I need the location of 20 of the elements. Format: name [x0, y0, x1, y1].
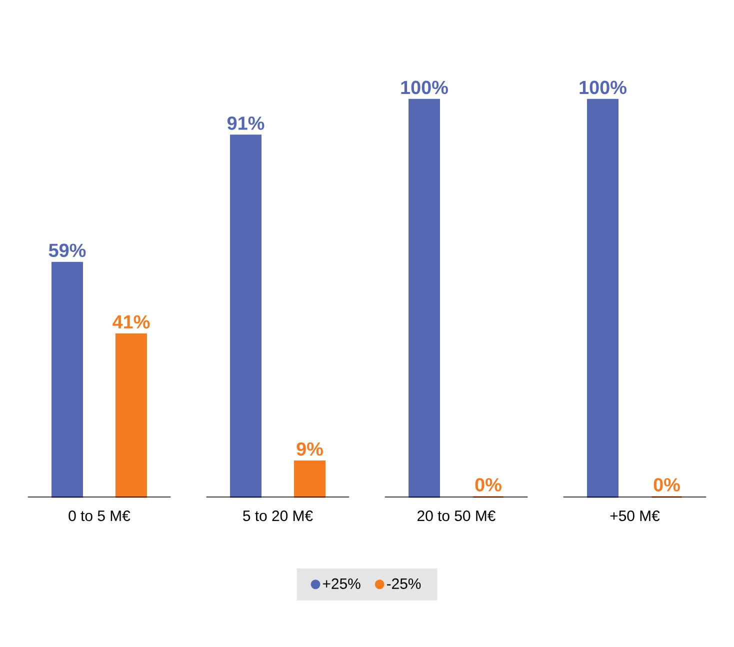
bar [587, 98, 619, 498]
data-label: 100% [401, 80, 448, 94]
data-label: 9% [296, 442, 323, 456]
bar [294, 460, 326, 498]
legend-label: -25% [386, 578, 421, 589]
data-label: 41% [112, 315, 150, 329]
data-label: 59% [48, 244, 86, 258]
data-label: 0% [475, 478, 502, 492]
x-tick-label: 0 to 5 M€ [68, 510, 130, 522]
legend-label: +25% [322, 578, 360, 589]
bar [408, 98, 440, 498]
x-tick-label: 5 to 20 M€ [243, 510, 313, 522]
data-label: 100% [580, 80, 626, 94]
bar [52, 262, 83, 498]
x-tick-label: 20 to 50 M€ [418, 510, 496, 522]
data-label: 0% [654, 478, 680, 492]
x-tick-label: +50 M€ [610, 510, 660, 522]
data-label: 91% [227, 116, 264, 130]
bar [116, 333, 147, 498]
bar [230, 134, 262, 498]
